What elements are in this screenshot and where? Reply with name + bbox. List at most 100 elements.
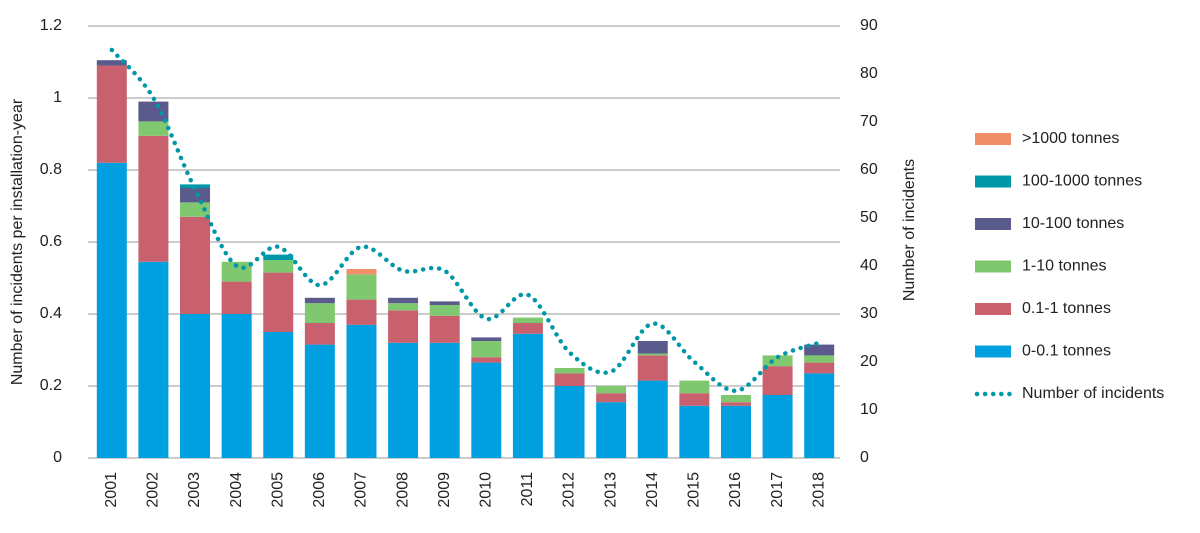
bar-segment (346, 324, 377, 458)
bar-segment (388, 310, 419, 343)
legend-swatch (975, 303, 1011, 315)
legend-swatch (975, 133, 1011, 145)
line-series (109, 47, 822, 394)
bar-segment (554, 373, 585, 386)
bar-segment (96, 162, 127, 459)
bar-segment (512, 317, 543, 323)
bar-segment (96, 65, 127, 163)
bar-segment (388, 342, 419, 458)
y-tick-label: 0.2 (40, 377, 62, 394)
bar-segment (429, 342, 460, 458)
bar-segment (637, 355, 668, 381)
bar-segment (679, 380, 710, 394)
bar-segment (304, 344, 335, 458)
y-tick-label: 0 (53, 449, 62, 466)
x-tick-label: 2012 (561, 472, 578, 508)
bar-segment (429, 301, 460, 305)
bar-segment (138, 121, 169, 136)
bar-segment (138, 135, 169, 262)
bar-segment (471, 357, 502, 363)
bar-segment (637, 353, 668, 356)
x-tick-label: 2015 (686, 472, 703, 508)
y2-tick-label: 60 (860, 161, 878, 178)
x-tick-label: 2003 (186, 472, 203, 508)
bar-segment (263, 254, 294, 260)
x-tick-label: 2014 (644, 472, 661, 508)
bar-segment (637, 341, 668, 354)
bar-segment (804, 344, 835, 356)
y2-tick-label: 50 (860, 209, 878, 226)
bar-segment (720, 405, 751, 458)
bar-segment (96, 60, 127, 66)
bar-segment (720, 395, 751, 403)
legend-swatch (975, 260, 1011, 273)
legend-label: 100-1000 tonnes (1022, 173, 1142, 190)
bar-segment (304, 303, 335, 323)
bar-segment (138, 261, 169, 458)
bar-segment (512, 323, 543, 334)
legend-label: 1-10 tonnes (1022, 258, 1107, 275)
legend-label: Number of incidents (1022, 385, 1164, 402)
x-tick-label: 2011 (519, 472, 536, 507)
bar-segment (388, 303, 419, 311)
bar-segment (429, 315, 460, 343)
y2-tick-label: 70 (860, 113, 878, 130)
bar-segment (554, 386, 585, 458)
x-tick-label: 2009 (436, 472, 453, 508)
bar-segment (346, 274, 377, 300)
legend-label: >1000 tonnes (1022, 130, 1119, 147)
bar-segment (346, 269, 377, 275)
bar-segment (554, 368, 585, 374)
bar-segment (180, 314, 211, 458)
bar-segment (762, 395, 793, 458)
x-tick-label: 2013 (602, 472, 619, 508)
x-tick-label: 2002 (145, 472, 162, 508)
bar-segment (304, 323, 335, 345)
bar-segment (180, 202, 211, 217)
y2-tick-label: 40 (860, 257, 878, 274)
legend-swatch (975, 345, 1011, 358)
y2-tick-label: 80 (860, 65, 878, 82)
x-tick-label: 2006 (311, 472, 328, 508)
bar-segment (596, 386, 627, 394)
legend-swatch (975, 175, 1011, 188)
y-axis-title: Number of incidents per installation-yea… (9, 98, 26, 385)
bar-segment (762, 366, 793, 395)
bar-segment (804, 373, 835, 458)
y-tick-label: 0.8 (40, 161, 62, 178)
legend-label: 0-0.1 tonnes (1022, 343, 1111, 360)
legend-label: 10-100 tonnes (1022, 215, 1124, 232)
bar-segment (471, 337, 502, 341)
y2-tick-label: 30 (860, 305, 878, 322)
x-tick-label: 2004 (228, 472, 245, 508)
y2-tick-label: 90 (860, 17, 878, 34)
y2-tick-label: 10 (860, 401, 878, 418)
bar-segment (180, 188, 211, 203)
bar-segment (679, 405, 710, 458)
bar-segment (138, 101, 169, 122)
x-tick-label: 2010 (478, 472, 495, 508)
bar-segment (471, 341, 502, 358)
x-tick-label: 2005 (269, 472, 286, 508)
bar-segment (429, 305, 460, 316)
bar-segment (180, 216, 211, 314)
x-tick-label: 2016 (727, 472, 744, 508)
bar-segment (263, 332, 294, 458)
bar-segment (637, 380, 668, 458)
legend-label: 0.1-1 tonnes (1022, 300, 1111, 317)
bar-segment (512, 333, 543, 458)
bar-segment (304, 297, 335, 304)
y-tick-label: 1 (53, 89, 62, 106)
bar-segment (720, 402, 751, 406)
bar-segment (471, 362, 502, 458)
y2-tick-label: 0 (860, 449, 869, 466)
bar-segment (346, 299, 377, 325)
y-tick-label: 0.4 (40, 305, 62, 322)
bar-segment (221, 314, 252, 458)
x-tick-label: 2001 (103, 472, 120, 508)
bar-segment (221, 281, 252, 314)
x-tick-label: 2008 (394, 472, 411, 508)
bar-segment (804, 355, 835, 363)
bar-segment (762, 355, 793, 367)
